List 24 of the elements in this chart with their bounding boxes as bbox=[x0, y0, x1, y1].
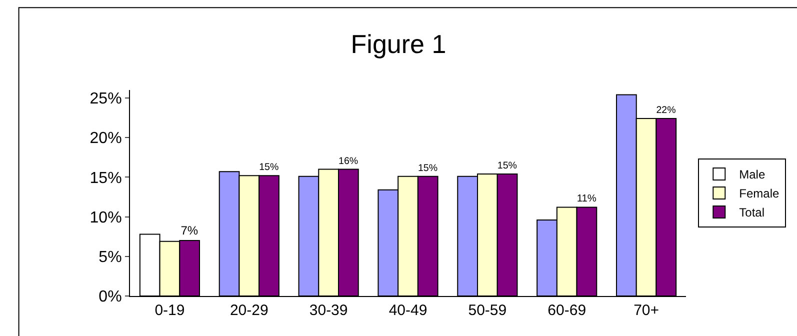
y-tick-label: 0% bbox=[98, 288, 122, 306]
legend-label: Total bbox=[739, 206, 764, 220]
y-tick-label: 15% bbox=[90, 170, 122, 187]
data-label: 11% bbox=[576, 194, 596, 205]
x-tick-label: 40-49 bbox=[388, 302, 428, 319]
y-tick-label: 25% bbox=[90, 90, 122, 108]
data-label: 22% bbox=[656, 105, 676, 116]
y-tick-label: 5% bbox=[98, 248, 122, 266]
y-tick-label: 20% bbox=[90, 130, 122, 148]
data-label: 15% bbox=[259, 162, 279, 174]
y-tick-label: 10% bbox=[90, 209, 122, 226]
data-label: 16% bbox=[338, 156, 358, 167]
x-tick-label: 50-59 bbox=[468, 302, 507, 319]
x-tick-label: 60-69 bbox=[548, 302, 586, 319]
chart-title: Figure 1 bbox=[350, 28, 446, 59]
legend-label: Female bbox=[739, 186, 780, 201]
x-tick-label: 70+ bbox=[634, 302, 660, 319]
x-tick-label: 0-19 bbox=[154, 302, 185, 319]
legend-label: Male bbox=[739, 168, 766, 182]
x-tick-label: 20-29 bbox=[230, 302, 268, 319]
x-tick-label: 30-39 bbox=[309, 302, 348, 319]
data-label: 15% bbox=[418, 162, 438, 174]
data-label: 15% bbox=[497, 160, 518, 172]
data-label: 7% bbox=[180, 224, 198, 238]
